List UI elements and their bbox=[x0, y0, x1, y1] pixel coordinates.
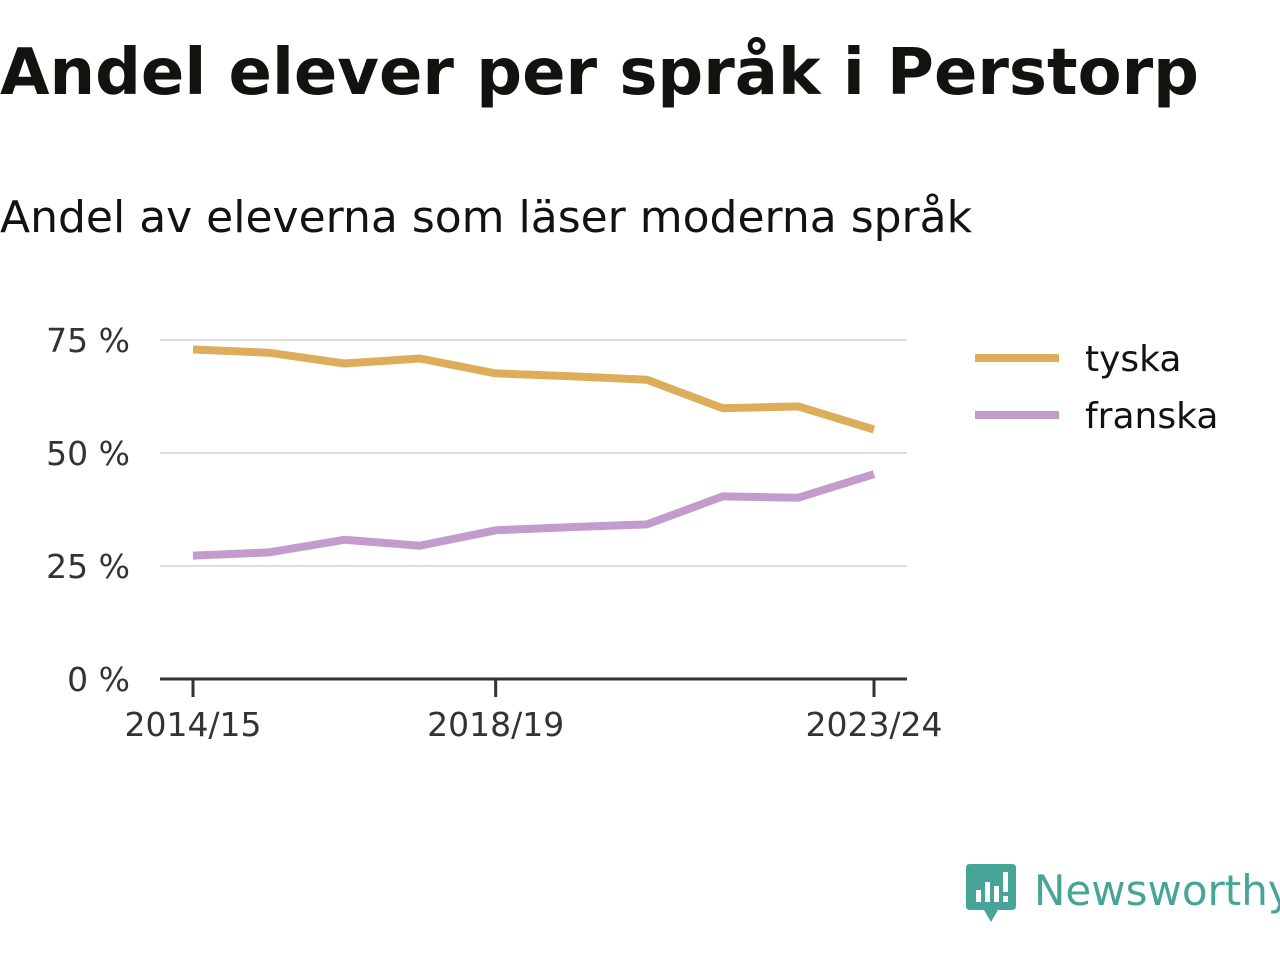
chart-title: Andel elever per språk i Perstorp bbox=[0, 36, 1199, 110]
chart-subtitle: Andel av eleverna som läser moderna språ… bbox=[0, 192, 973, 243]
y-tick-label: 25 % bbox=[46, 547, 130, 586]
y-axis: 0 % 25 % 50 % 75 % bbox=[46, 321, 130, 699]
series-line-tyska bbox=[192, 345, 876, 434]
x-tick-label: 2023/24 bbox=[805, 705, 942, 744]
y-gridlines bbox=[160, 339, 907, 567]
newsworthy-chart-bubble-icon bbox=[966, 864, 1016, 922]
series-line-franska bbox=[192, 470, 876, 560]
brand-footer: Newsworthy bbox=[966, 864, 1280, 926]
x-tick-label: 2014/15 bbox=[124, 705, 261, 744]
x-tick-label: 2018/19 bbox=[427, 705, 564, 744]
chart-legend: tyska franska bbox=[975, 339, 1218, 437]
x-axis: 2014/15 2018/19 2023/24 bbox=[124, 677, 943, 744]
chart-series bbox=[192, 345, 876, 560]
y-tick-label: 75 % bbox=[46, 321, 130, 360]
legend-label-franska: franska bbox=[1085, 396, 1218, 437]
y-tick-label: 0 % bbox=[67, 660, 130, 699]
legend-label-tyska: tyska bbox=[1085, 339, 1181, 380]
y-tick-label: 50 % bbox=[46, 434, 130, 473]
brand-name: Newsworthy bbox=[1034, 866, 1280, 915]
